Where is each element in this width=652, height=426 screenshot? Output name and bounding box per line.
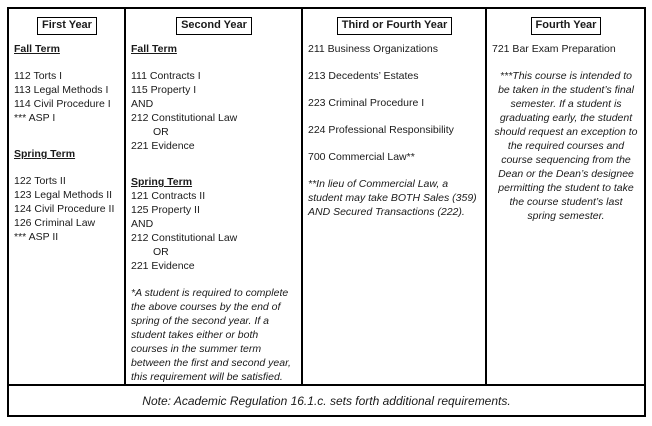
course-line: *** ASP I (14, 112, 56, 124)
curriculum-table: First Year Fall Term 112 Torts I 113 Legal… (7, 7, 646, 417)
course-line: 115 Property I (131, 84, 197, 96)
spacer (308, 164, 481, 177)
year-title-box: Second Year (176, 17, 252, 35)
course-line: 113 Legal Methods I (14, 84, 109, 96)
course-line: 114 Civil Procedure I (14, 98, 111, 110)
term-heading: Fall Term (14, 43, 60, 55)
year-title-wrap: Third or Fourth Year (308, 15, 481, 35)
course-line: AND (131, 218, 154, 230)
spacer (308, 137, 481, 150)
column-body: Fall Term 111 Contracts I 115 Property I AN… (131, 42, 297, 384)
column-third-or-fourth-year: Third or Fourth Year 211 Business Organi… (303, 9, 487, 384)
term-heading: Spring Term (131, 176, 193, 188)
or-connector: OR (153, 126, 169, 138)
course-line: 721 Bar Exam Preparation (492, 43, 616, 55)
year-title-box: Fourth Year (530, 17, 602, 35)
column-second-year: Second Year Fall Term 111 Contracts I 115 … (126, 9, 303, 384)
column-fourth-year: Fourth Year 721 Bar Exam Preparation ***T… (487, 9, 644, 384)
spacer (131, 56, 297, 69)
spacer (308, 83, 481, 96)
year-title-wrap: Fourth Year (492, 15, 640, 35)
year-title-box: Third or Fourth Year (336, 17, 453, 35)
course-line: 212 Constitutional Law (131, 232, 238, 244)
course-line: 123 Legal Methods II (14, 189, 113, 201)
footnote-text: ***This course is intended to be taken i… (494, 70, 638, 222)
course-line: 224 Professional Responsibility (308, 124, 454, 136)
course-line: 121 Contracts II (131, 190, 206, 202)
year-columns-row: First Year Fall Term 112 Torts I 113 Legal… (9, 9, 644, 384)
course-line: 125 Property II (131, 204, 200, 216)
course-line: 221 Evidence (131, 140, 195, 152)
footnote-text: *A student is required to complete the a… (131, 287, 291, 383)
spacer (131, 153, 297, 166)
column-body: 721 Bar Exam Preparation ***This course i… (492, 42, 640, 223)
column-first-year: First Year Fall Term 112 Torts I 113 Legal… (9, 9, 126, 384)
term-heading: Spring Term (14, 148, 76, 160)
course-line: 700 Commercial Law** (308, 151, 415, 163)
year-title-wrap: Second Year (131, 15, 297, 35)
year-title-box: First Year (37, 17, 97, 35)
course-line: 126 Criminal Law (14, 217, 96, 229)
course-line: 221 Evidence (131, 260, 195, 272)
spacer (308, 56, 481, 69)
column-body: Fall Term 112 Torts I 113 Legal Methods I 1… (14, 42, 120, 244)
spacer (14, 56, 120, 69)
course-line: 112 Torts I (14, 70, 63, 82)
course-line: AND (131, 98, 154, 110)
course-line: 211 Business Organizations (308, 43, 438, 55)
spacer (131, 273, 297, 286)
footnote-text: **In lieu of Commercial Law, a student m… (308, 178, 477, 218)
or-connector: OR (153, 246, 169, 258)
column-body: 211 Business Organizations 213 Decedents’… (308, 42, 481, 219)
spacer (14, 161, 120, 174)
year-title-wrap: First Year (14, 15, 120, 35)
course-line: 111 Contracts I (131, 70, 201, 82)
course-line: 212 Constitutional Law (131, 112, 238, 124)
course-line: 124 Civil Procedure II (14, 203, 115, 215)
term-heading: Fall Term (131, 43, 177, 55)
course-line: 223 Criminal Procedure I (308, 97, 425, 109)
spacer (308, 110, 481, 123)
course-line: 122 Torts II (14, 175, 66, 187)
course-line: *** ASP II (14, 231, 59, 243)
footer-note: Note: Academic Regulation 16.1.c. sets f… (142, 393, 511, 408)
footer-note-row: Note: Academic Regulation 16.1.c. sets f… (9, 384, 644, 415)
spacer (14, 125, 120, 138)
course-line: 213 Decedents’ Estates (308, 70, 419, 82)
spacer (492, 56, 640, 69)
